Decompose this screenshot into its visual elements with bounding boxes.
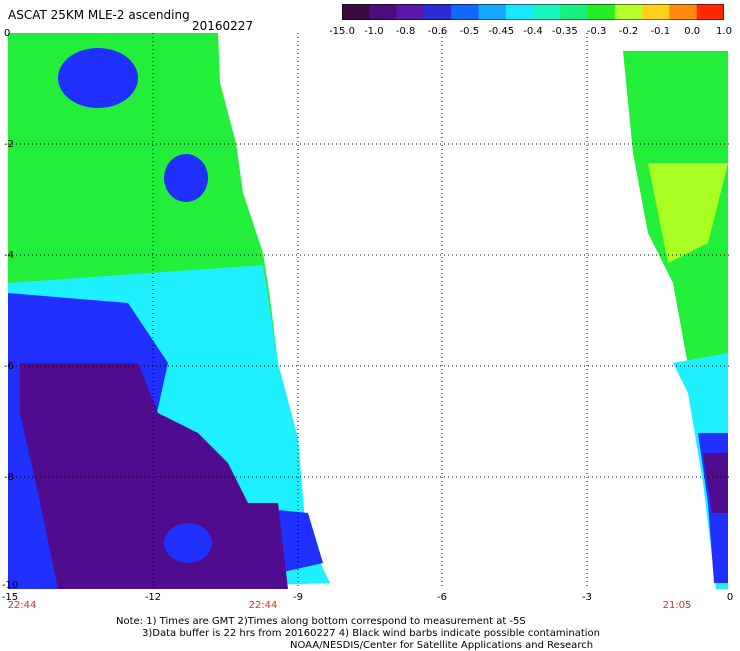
x-label-0: 0 — [726, 592, 734, 603]
x-label-3: -3 — [582, 592, 592, 603]
colorbar-segment — [423, 4, 452, 20]
left-swath-blue-blob-2 — [164, 523, 212, 563]
colorbar-segment — [533, 4, 561, 20]
colorbar-segment — [342, 4, 370, 20]
colorbar-label: -0.6 — [427, 26, 448, 37]
note-line-2: 3)Data buffer is 22 hrs from 20160227 4)… — [142, 628, 600, 639]
colorbar-segment — [642, 4, 670, 20]
pass-time-middle: 22:44 — [248, 600, 278, 611]
left-swath-purple — [20, 363, 288, 589]
left-swath-blue-blob — [58, 48, 138, 108]
colorbar-label: -1.0 — [364, 26, 384, 37]
x-label-15: -15 — [1, 592, 19, 603]
gridlines — [8, 33, 732, 589]
x-label-6: -6 — [437, 592, 447, 603]
right-swath — [623, 51, 728, 589]
right-swath-lime — [648, 163, 728, 263]
colorbar-label: -0.1 — [650, 26, 671, 37]
colorbar-segment — [614, 4, 643, 20]
y-label-0: 0 — [4, 28, 11, 39]
colorbar-label: -0.45 — [488, 26, 515, 37]
colorbar-label: -0.5 — [459, 26, 480, 37]
colorbar-segment — [505, 4, 534, 20]
colorbar-label: -0.35 — [551, 26, 578, 37]
note-line-3: NOAA/NESDIS/Center for Satellite Applica… — [290, 640, 594, 651]
y-label-2: -2 — [4, 139, 14, 150]
right-swath-purple — [703, 453, 728, 513]
left-swath-blue-spot — [164, 154, 208, 202]
pass-time-right: 21:05 — [662, 600, 692, 611]
colorbar-label: -0.3 — [586, 26, 607, 37]
colorbar-segment — [587, 4, 616, 20]
y-label-10: -10 — [2, 580, 19, 591]
colorbar-label: -15.0 — [329, 26, 355, 37]
left-swath — [8, 33, 330, 589]
y-label-6: -6 — [4, 361, 14, 372]
map-date: 20160227 — [192, 19, 254, 33]
colorbar-segment — [669, 4, 698, 20]
map-plot — [8, 33, 732, 589]
colorbar-label: 1.0 — [716, 26, 732, 37]
pass-time-left: 22:44 — [7, 600, 37, 611]
colorbar-segment — [696, 4, 724, 20]
map-title: ASCAT 25KM MLE-2 ascending — [8, 8, 190, 22]
colorbar-segment — [560, 4, 589, 20]
colorbar-segment — [451, 4, 479, 20]
colorbar-segment — [369, 4, 398, 20]
colorbar-label: -0.2 — [618, 26, 639, 37]
x-label-12: -12 — [144, 592, 162, 603]
colorbar-label: -0.8 — [395, 26, 416, 37]
colorbar-label: 0.0 — [684, 26, 701, 37]
colorbar-label: -0.4 — [523, 26, 543, 37]
colorbar-segment — [396, 4, 425, 20]
x-label-9: -9 — [293, 592, 303, 603]
y-label-8: -8 — [4, 472, 14, 483]
colorbar — [342, 4, 724, 20]
y-label-4: -4 — [4, 250, 14, 261]
note-line-1: Note: 1) Times are GMT 2)Times along bot… — [116, 616, 526, 627]
colorbar-segment — [478, 4, 507, 20]
